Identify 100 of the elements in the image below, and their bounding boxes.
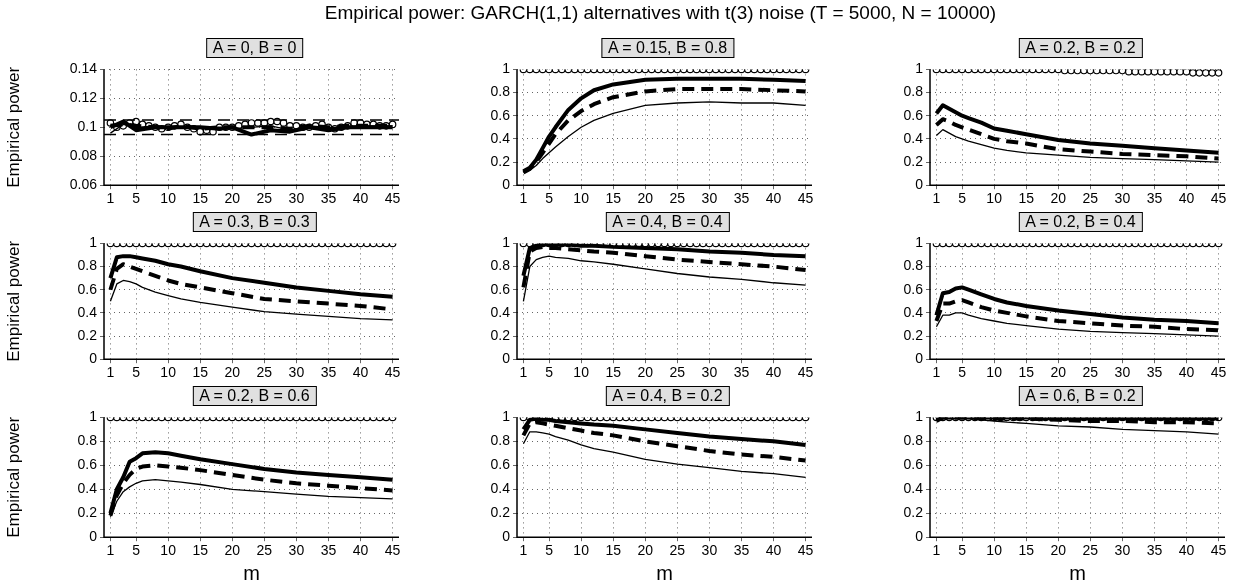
x-tick-label: 40	[1178, 190, 1195, 207]
x-tick-label: 5	[132, 364, 141, 381]
x-tick-label: 5	[958, 190, 967, 207]
y-tick-label: 0.8	[490, 432, 511, 449]
y-tick-label: 1	[915, 60, 924, 77]
chart-subtitle: A = 0.2, B = 0.4	[1018, 212, 1143, 232]
x-tick-label: 1	[932, 542, 941, 559]
x-tick-label: 30	[701, 542, 718, 559]
x-tick-label: 30	[288, 542, 305, 559]
y-tick-label: 0.4	[903, 303, 924, 320]
x-tick-label: 40	[1178, 542, 1195, 559]
x-tick-label: 25	[1082, 542, 1099, 559]
y-tick-label: 0.8	[490, 257, 511, 274]
y-tick-label: 0.6	[903, 106, 924, 123]
x-tick-label: 30	[288, 364, 305, 381]
y-tick-label: 1	[89, 234, 98, 251]
y-tick-label: 0.1	[77, 118, 98, 135]
x-tick-label: 30	[701, 190, 718, 207]
x-tick-label: 40	[765, 542, 782, 559]
chart-subtitle: A = 0.4, B = 0.2	[605, 386, 730, 406]
y-tick-label: 0.2	[490, 326, 511, 343]
chart-subtitle: A = 0.4, B = 0.4	[605, 212, 730, 232]
x-tick-label: 35	[733, 364, 750, 381]
x-tick-label: 40	[352, 364, 369, 381]
y-tick-label: 0.4	[490, 480, 511, 497]
x-tick-label: 10	[160, 364, 177, 381]
y-tick-label: 0	[915, 350, 924, 367]
x-tick-label: 45	[1210, 542, 1227, 559]
x-tick-label: 20	[637, 190, 654, 207]
x-axis-title: m	[656, 561, 673, 584]
x-tick-label: 1	[519, 190, 528, 207]
x-tick-label: 35	[733, 542, 750, 559]
x-tick-label: 5	[132, 542, 141, 559]
x-tick-label: 20	[1050, 364, 1067, 381]
y-tick-label: 0	[502, 350, 511, 367]
x-tick-label: 25	[256, 542, 273, 559]
y-tick-label: 0.4	[77, 480, 98, 497]
x-tick-label: 10	[986, 364, 1003, 381]
x-tick-label: 10	[160, 190, 177, 207]
y-axis-title: Empirical power	[3, 240, 23, 362]
x-tick-label: 45	[797, 190, 814, 207]
y-tick-label: 0.6	[903, 280, 924, 297]
x-tick-label: 15	[192, 542, 209, 559]
chart-subtitle: A = 0.2, B = 0.6	[192, 386, 317, 406]
x-tick-label: 1	[932, 190, 941, 207]
x-tick-label: 45	[1210, 364, 1227, 381]
x-tick-label: 1	[932, 364, 941, 381]
y-tick-label: 0.2	[77, 326, 98, 343]
y-tick-label: 0.06	[69, 176, 98, 193]
x-tick-label: 15	[192, 190, 209, 207]
y-tick-label: 1	[502, 60, 511, 77]
y-tick-label: 0.8	[903, 83, 924, 100]
y-tick-label: 1	[89, 408, 98, 425]
x-tick-label: 15	[1018, 542, 1035, 559]
chart-subtitle: A = 0.2, B = 0.2	[1018, 38, 1143, 58]
y-tick-label: 0.8	[903, 432, 924, 449]
chart-subtitle: A = 0.15, B = 0.8	[600, 38, 735, 58]
chart-subtitle: A = 0, B = 0	[205, 38, 304, 58]
y-axis-title: Empirical power	[3, 416, 23, 538]
y-tick-label: 0.14	[69, 60, 98, 77]
x-tick-label: 20	[1050, 190, 1067, 207]
x-tick-label: 35	[320, 542, 337, 559]
y-tick-label: 1	[915, 234, 924, 251]
x-tick-label: 45	[384, 364, 401, 381]
y-tick-label: 0	[89, 350, 98, 367]
y-tick-label: 0	[915, 528, 924, 545]
y-tick-label: 0.2	[490, 152, 511, 169]
y-tick-label: 0.2	[490, 504, 511, 521]
x-tick-label: 20	[224, 190, 241, 207]
x-tick-label: 5	[958, 364, 967, 381]
x-tick-label: 5	[545, 364, 554, 381]
x-tick-label: 25	[669, 542, 686, 559]
x-tick-label: 35	[1146, 364, 1163, 381]
x-tick-label: 45	[384, 542, 401, 559]
x-tick-label: 20	[224, 364, 241, 381]
y-tick-label: 0.6	[903, 456, 924, 473]
x-tick-label: 30	[1114, 190, 1131, 207]
y-tick-label: 0.8	[903, 257, 924, 274]
y-tick-label: 0.8	[490, 83, 511, 100]
chart-subtitle: A = 0.3, B = 0.3	[192, 212, 317, 232]
x-tick-label: 15	[1018, 364, 1035, 381]
y-tick-label: 1	[502, 408, 511, 425]
x-tick-label: 25	[1082, 190, 1099, 207]
x-tick-label: 20	[1050, 542, 1067, 559]
x-tick-label: 25	[256, 190, 273, 207]
y-tick-label: 0.6	[490, 106, 511, 123]
y-tick-label: 0.8	[77, 257, 98, 274]
x-tick-label: 20	[637, 364, 654, 381]
x-tick-label: 35	[1146, 542, 1163, 559]
x-tick-label: 15	[1018, 190, 1035, 207]
y-tick-label: 0.6	[490, 456, 511, 473]
y-tick-label: 0.2	[903, 152, 924, 169]
x-tick-label: 10	[573, 190, 590, 207]
x-axis-title: m	[243, 561, 260, 584]
x-tick-label: 25	[669, 364, 686, 381]
y-tick-label: 1	[915, 408, 924, 425]
y-tick-label: 1	[502, 234, 511, 251]
x-tick-label: 5	[545, 190, 554, 207]
x-tick-label: 10	[573, 364, 590, 381]
y-tick-label: 0.4	[490, 129, 511, 146]
